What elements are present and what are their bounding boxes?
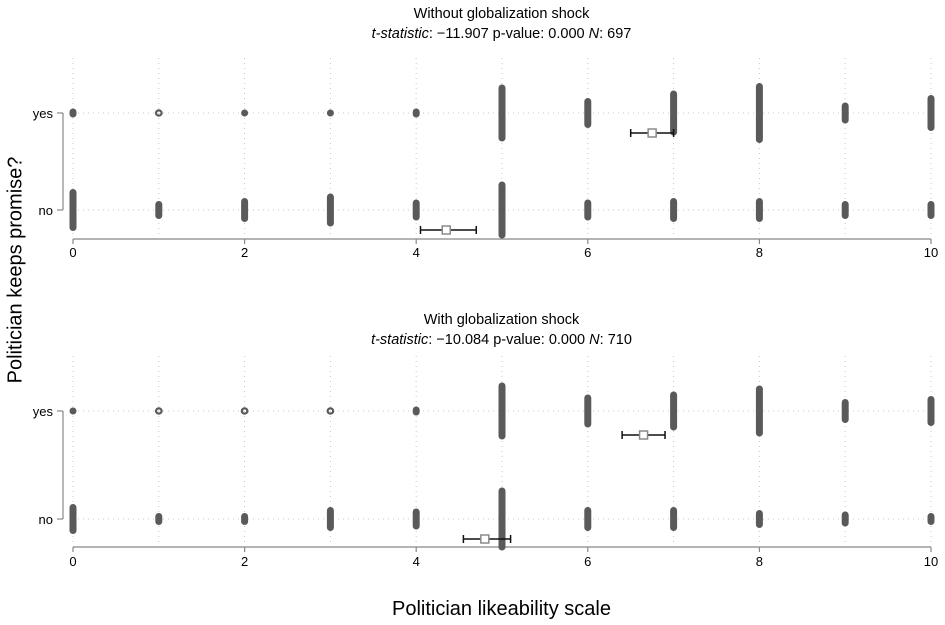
panel1-dot-yes xyxy=(154,109,163,117)
panel1-t-value: −11.907 xyxy=(436,26,489,42)
panel2-y-tick-label-no: no xyxy=(39,512,53,527)
panel2-mean-marker-yes xyxy=(638,430,649,440)
panel2-dot-column-no xyxy=(841,511,849,527)
panel1-x-tick-label: 10 xyxy=(924,245,938,260)
panel1-dot-column-no xyxy=(69,189,77,231)
panel2-dot-column-yes xyxy=(670,391,678,431)
panel1-dot-column-no xyxy=(755,198,763,222)
panel1-dot-column-no xyxy=(412,199,420,221)
panel1-dot-column-no xyxy=(841,201,849,219)
panel1-p-label: p-value: xyxy=(492,26,545,42)
panel2-dot-column-no xyxy=(498,487,506,551)
x-axis-label: Politician likeability scale xyxy=(392,598,611,620)
panel2-dot-column-no xyxy=(241,513,249,525)
panel1-dot-column-yes xyxy=(927,95,935,131)
panel2-x-tick-label: 0 xyxy=(69,554,76,569)
panel2-dot-yes xyxy=(154,407,163,415)
panel1-n-value: 697 xyxy=(607,26,632,42)
panel1-dot-column-yes xyxy=(69,108,77,118)
panel2-dot-column-no xyxy=(412,508,420,530)
panel2-x-tick-label: 10 xyxy=(924,554,938,569)
panel2-x-tick-label: 2 xyxy=(241,554,248,569)
panel1-dot-column-yes xyxy=(755,83,763,143)
panel2-stats: t-statistic: −10.084 p-value: 0.000 N: 7… xyxy=(371,332,632,348)
panel1-stats: t-statistic: −11.907 p-value: 0.000 N: 6… xyxy=(371,26,632,42)
panel2-dot-yes xyxy=(326,407,335,415)
panel1-dot-column-yes xyxy=(412,108,420,118)
panel2-dot-column-yes xyxy=(412,406,420,416)
panel1-t-label: t-statistic xyxy=(371,26,429,42)
panel1-dot-column-no xyxy=(670,198,678,222)
panel2-dot-column-no xyxy=(584,507,592,531)
panel2-dot-column-no xyxy=(69,504,77,534)
panel1-y-tick-label-no: no xyxy=(39,203,53,218)
panel1-dot-column-no xyxy=(326,193,334,227)
y-axis-label: Politician keeps promise? xyxy=(4,156,27,384)
panel1-dot-column-yes xyxy=(841,102,849,124)
panel2-dot-column-yes xyxy=(755,385,763,437)
panel2-p-label: p-value: xyxy=(493,332,545,348)
panel1-dot-column-yes xyxy=(326,109,334,117)
panel1-dot-column-no xyxy=(498,181,506,239)
panel1-dot-column-no xyxy=(927,201,935,219)
panel2-dot-yes xyxy=(240,407,249,415)
panel1-dot-column-no xyxy=(584,199,592,221)
panel2-dot-column-yes xyxy=(69,407,77,415)
panel2-dot-column-no xyxy=(326,507,334,531)
panel2-dot-column-no xyxy=(755,510,763,528)
panel1-title: Without globalization shock xyxy=(413,6,590,22)
panel2-dot-column-yes xyxy=(584,394,592,428)
panel1-dot-column-no xyxy=(241,198,249,222)
panel1-dot-column-yes xyxy=(498,84,506,142)
panel2-x-tick-label: 4 xyxy=(413,554,420,569)
panel2-t-value: −10.084 xyxy=(436,332,490,348)
panel1-x-tick-label: 8 xyxy=(756,245,763,260)
panel1-x-tick-label: 2 xyxy=(241,245,248,260)
panel2-title: With globalization shock xyxy=(423,312,580,328)
panel1-dot-column-yes xyxy=(241,109,249,117)
panel1-n-label: N xyxy=(588,26,600,42)
panel2-t-label: t-statistic xyxy=(371,332,429,348)
panel1-x-tick-label: 4 xyxy=(413,245,420,260)
panel1-dot-column-no xyxy=(155,201,163,219)
panel2-dot-column-yes xyxy=(841,399,849,423)
panel2-x-tick-label: 8 xyxy=(756,554,763,569)
panel2-dot-column-yes xyxy=(498,382,506,440)
panel2-n-value: 710 xyxy=(607,332,632,348)
panel1-mean-marker-no xyxy=(441,225,451,235)
panel2-dot-column-yes xyxy=(927,396,935,426)
panel2-x-tick-label: 6 xyxy=(584,554,591,569)
panel1-mean-marker-yes xyxy=(647,128,657,138)
panel1-y-tick-label-yes: yes xyxy=(33,106,54,121)
panel2-p-value: 0.000 xyxy=(548,332,586,348)
panel2-n-label: N xyxy=(589,332,600,348)
panel2-dot-column-no xyxy=(927,513,935,525)
panel2-y-tick-label-yes: yes xyxy=(33,404,54,419)
panel1-dot-column-yes xyxy=(670,90,678,136)
panel1-dot-column-yes xyxy=(584,98,592,128)
panel1-x-tick-label: 6 xyxy=(584,245,591,260)
panel2-dot-column-no xyxy=(155,513,163,525)
panel2-mean-marker-no xyxy=(480,534,490,544)
panel1-x-tick-label: 0 xyxy=(69,245,76,260)
panel2-dot-column-no xyxy=(670,507,678,531)
panel1-p-value: 0.000 xyxy=(548,26,585,42)
